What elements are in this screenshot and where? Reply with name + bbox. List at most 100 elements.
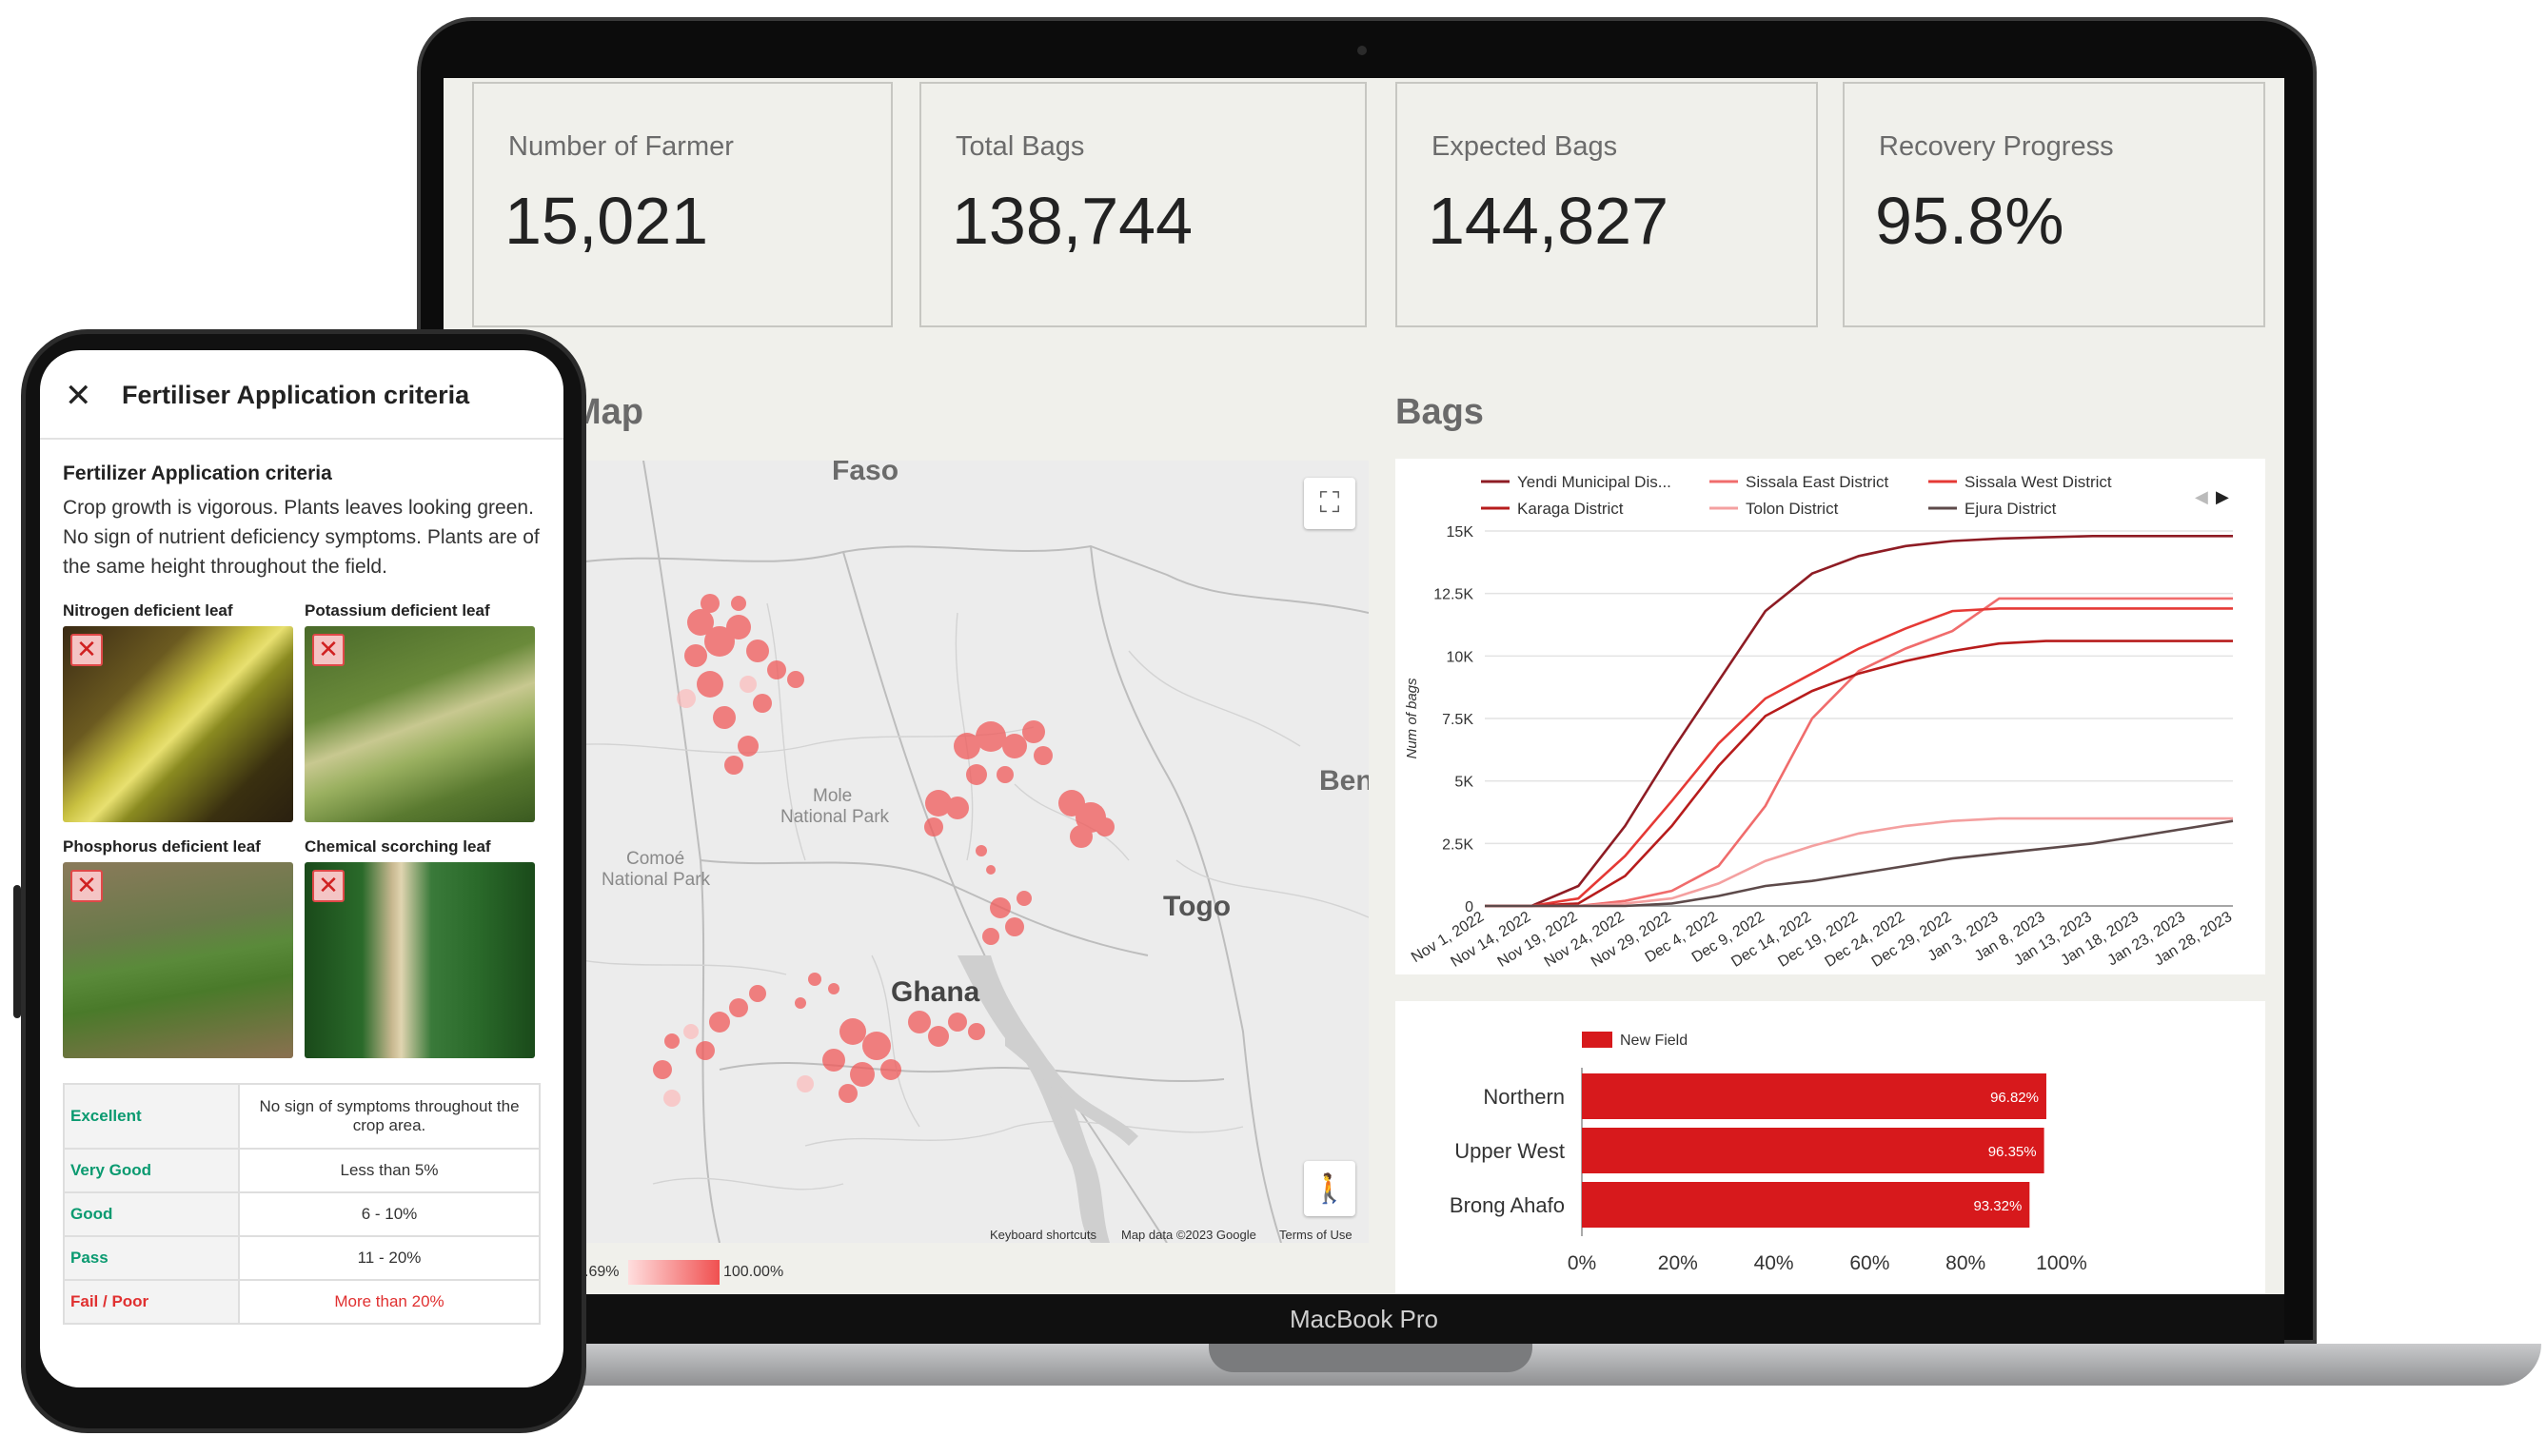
y-axis-label: Num of bags — [1404, 678, 1420, 759]
legend-prev-icon: ◀ — [2195, 487, 2208, 506]
bar-value-label: 96.35% — [1988, 1144, 2037, 1160]
kpi-card-recovery: Recovery Progress 95.8% — [1843, 82, 2265, 327]
series-line — [1485, 607, 2233, 908]
category-label: Brong Ahafo — [1450, 1193, 1565, 1217]
legend-label: Tolon District — [1746, 500, 1839, 518]
category-label: Upper West — [1454, 1139, 1565, 1163]
criteria-row: Very Good Less than 5% — [63, 1148, 541, 1193]
bar — [1582, 1073, 2046, 1119]
kpi-value: 144,827 — [1428, 184, 1669, 258]
criteria-row: Excellent No sign of symptoms throughout… — [63, 1083, 541, 1150]
legend-next-icon: ▶ — [2216, 487, 2229, 506]
kpi-title: Total Bags — [956, 131, 1085, 162]
bags-line-chart-card: 0 2.5K 5K 7.5K 10K 12.5K 15K Num of bags Nov 1, … — [1395, 459, 2265, 974]
leaf-label-potassium: Potassium deficient leaf — [305, 601, 490, 620]
legend-label: New Field — [1620, 1033, 1688, 1049]
map-label-togo: Togo — [1163, 891, 1232, 922]
laptop-brand-bar: MacBook Pro — [444, 1294, 2284, 1344]
terms-of-use-link[interactable]: Terms of Use — [1279, 1228, 1352, 1242]
criteria-desc: 11 - 20% — [238, 1235, 541, 1281]
criteria-row: Pass 11 - 20% — [63, 1235, 541, 1281]
bags-section-title: Bags — [1395, 392, 1484, 432]
y-tick-label: 0 — [1465, 899, 1473, 915]
x-icon: ✕ — [70, 634, 103, 666]
map-label-comoe: Comoé — [626, 849, 685, 869]
chemical-leaf-image: ✕ — [305, 862, 535, 1058]
map-label-benin: Ben — [1319, 765, 1369, 797]
y-tick-label: 2.5K — [1442, 836, 1473, 853]
phone-screen: ✕ Fertiliser Application criteria Fertil… — [40, 350, 563, 1387]
criteria-grade: Fail / Poor — [63, 1279, 240, 1325]
bar — [1582, 1182, 2030, 1228]
field-bar-chart: New Field Northern 96.82% Upper West 96.35% B… — [1450, 1032, 2087, 1274]
map-label-mole-park: National Park — [780, 807, 890, 827]
kpi-value: 15,021 — [504, 184, 709, 258]
kpi-value: 95.8% — [1875, 184, 2064, 258]
criteria-desc: More than 20% — [238, 1279, 541, 1325]
criteria-grade: Good — [63, 1191, 240, 1237]
street-view-pegman-icon[interactable]: 🚶 — [1304, 1161, 1355, 1216]
phone-side-button — [13, 885, 21, 1018]
leaf-label-chemical: Chemical scorching leaf — [305, 837, 491, 856]
y-tick-label: 7.5K — [1442, 712, 1473, 728]
laptop-notch — [1209, 1344, 1532, 1372]
fullscreen-icon[interactable]: ⛶ — [1304, 478, 1355, 529]
x-tick-label: 80% — [1945, 1252, 1985, 1274]
camera-icon — [1357, 46, 1367, 55]
category-label: Northern — [1483, 1085, 1565, 1109]
potassium-leaf-image: ✕ — [305, 626, 535, 822]
criteria-grade: Very Good — [63, 1148, 240, 1193]
bar — [1582, 1128, 2044, 1173]
criteria-description: Crop growth is vigorous. Plants leaves l… — [63, 497, 540, 578]
map-label-mole: Mole — [813, 786, 853, 806]
brand-label: MacBook Pro — [1289, 1304, 1439, 1333]
leaf-label-phosphorus: Phosphorus deficient leaf — [63, 837, 261, 856]
kpi-card-farmers: Number of Farmer 15,021 — [472, 82, 893, 327]
x-icon: ✕ — [312, 634, 345, 666]
y-tick-label: 10K — [1447, 649, 1474, 665]
kpi-card-expected-bags: Expected Bags 144,827 — [1395, 82, 1818, 327]
x-tick-label: 0% — [1568, 1252, 1596, 1274]
nitrogen-leaf-image: ✕ — [63, 626, 293, 822]
map-color-legend — [628, 1260, 720, 1285]
x-icon: ✕ — [70, 870, 103, 902]
y-tick-label: 12.5K — [1433, 587, 1473, 603]
x-tick-label: 40% — [1754, 1252, 1794, 1274]
map-canvas — [558, 461, 1369, 1243]
bar-value-label: 96.82% — [1990, 1090, 2039, 1106]
criteria-row: Fail / Poor More than 20% — [63, 1279, 541, 1325]
legend-label: Yendi Municipal Dis... — [1517, 473, 1671, 491]
kpi-value: 138,744 — [952, 184, 1194, 258]
legend-max-label: 100.00% — [723, 1264, 784, 1280]
x-tick-label: 100% — [2036, 1252, 2087, 1274]
y-tick-label: 15K — [1447, 524, 1474, 541]
series-line — [1485, 597, 2233, 908]
kpi-title: Number of Farmer — [508, 131, 734, 162]
criteria-section-title: Fertilizer Application criteria — [63, 462, 332, 484]
series-line — [1485, 639, 2233, 908]
x-tick-label: 20% — [1658, 1252, 1698, 1274]
kpi-title: Recovery Progress — [1879, 131, 2114, 162]
series-line — [1485, 535, 2233, 908]
legend-label: Ejura District — [1965, 500, 2057, 518]
series-line — [1485, 817, 2233, 908]
legend-min-label: .69% — [584, 1264, 620, 1280]
keyboard-shortcuts-link[interactable]: Keyboard shortcuts — [990, 1228, 1097, 1242]
district-map[interactable]: Faso Ben Togo Ghana Mole National Park C… — [558, 461, 1369, 1243]
map-label-faso: Faso — [832, 461, 899, 486]
criteria-desc: No sign of symptoms throughout the crop … — [238, 1083, 541, 1150]
kpi-title: Expected Bags — [1431, 131, 1618, 162]
criteria-table: Excellent No sign of symptoms throughout… — [63, 1083, 541, 1325]
criteria-desc: 6 - 10% — [238, 1191, 541, 1237]
field-bar-chart-card: New Field Northern 96.82% Upper West 96.35% B… — [1395, 1001, 2265, 1294]
phosphorus-leaf-image: ✕ — [63, 862, 293, 1058]
criteria-grade: Pass — [63, 1235, 240, 1281]
kpi-card-total-bags: Total Bags 138,744 — [919, 82, 1367, 327]
y-tick-label: 5K — [1454, 775, 1473, 791]
legend-label: Sissala East District — [1746, 473, 1888, 491]
x-icon: ✕ — [312, 870, 345, 902]
map-label-ghana: Ghana — [891, 976, 980, 1008]
close-icon[interactable]: ✕ — [65, 378, 92, 414]
phone-header-title: Fertiliser Application criteria — [122, 381, 470, 409]
